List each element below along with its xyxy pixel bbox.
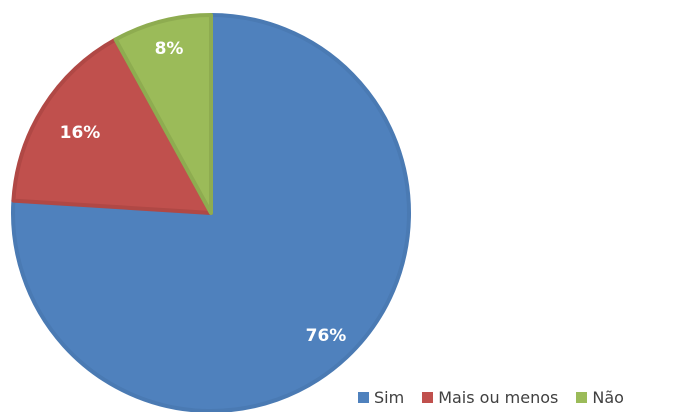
legend-item-nao: Não	[576, 388, 624, 407]
pie-data-labels: 76% 16% 8%	[60, 39, 347, 346]
legend-label-sim: Sim	[374, 388, 405, 407]
legend: Sim Mais ou menos Não	[358, 388, 624, 407]
legend-item-sim: Sim	[358, 388, 404, 407]
legend-label-mais-ou-menos: Mais ou menos	[438, 388, 559, 407]
pie-slice-sim	[11, 13, 411, 412]
legend-item-mais-ou-menos: Mais ou menos	[422, 388, 558, 407]
legend-swatch-nao	[576, 392, 588, 403]
legend-swatch-sim	[358, 392, 369, 403]
data-label-nao: 8%	[155, 39, 184, 59]
legend-swatch-mais-ou-menos	[422, 392, 434, 403]
pie-slice-nao	[113, 13, 213, 215]
legend-label-nao: Não	[592, 388, 624, 407]
pie-slices	[11, 13, 411, 412]
pie-slice-mais-ou-menos	[11, 37, 213, 215]
data-label-sim: 76%	[306, 326, 347, 346]
data-label-mais-ou-menos: 16%	[60, 123, 101, 143]
